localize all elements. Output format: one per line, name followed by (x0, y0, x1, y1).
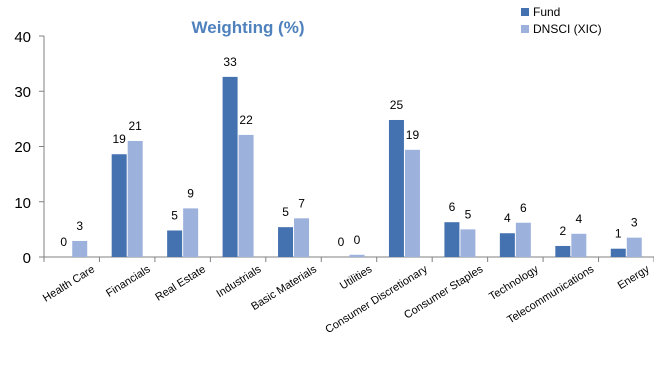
x-category-label: Utilities (338, 263, 375, 292)
fund-data-label: 4 (504, 211, 511, 225)
x-category-label: Financials (104, 263, 153, 300)
y-tick-label: 20 (14, 139, 31, 156)
dnsci-bar (571, 233, 587, 257)
chart-title: Weighting (%) (192, 18, 305, 37)
dnsci-bar (515, 222, 531, 257)
legend-label-dnsci: DNSCI (XIC) (533, 22, 602, 36)
fund-bar (444, 222, 460, 257)
dnsci-data-label: 4 (575, 212, 582, 226)
dnsci-bar (349, 254, 365, 257)
dnsci-bar (626, 237, 642, 257)
fund-data-label: 6 (449, 200, 456, 214)
fund-bar (278, 227, 294, 257)
dnsci-bar (460, 229, 476, 258)
x-category-label: Energy (616, 263, 652, 292)
x-axis-category-labels: Health Care Financials Real Estate Industri… (41, 263, 652, 336)
dnsci-bar (127, 140, 143, 257)
x-category-label: Real Estate (153, 263, 208, 303)
x-category-label: Consumer Discretionary (323, 263, 430, 336)
fund-data-label: 0 (60, 235, 67, 249)
fund-bar (388, 119, 404, 257)
dnsci-data-label: 5 (465, 207, 472, 221)
x-category-label: Industrials (215, 263, 264, 300)
dnsci-data-label: 3 (76, 219, 83, 233)
legend: Fund DNSCI (XIC) (521, 5, 602, 36)
fund-bar (111, 154, 127, 257)
legend-label-fund: Fund (533, 5, 560, 19)
fund-data-label: 0 (338, 235, 345, 249)
fund-bar (222, 76, 238, 257)
dnsci-data-label: 9 (187, 186, 194, 200)
dnsci-bar (404, 149, 420, 257)
y-tick-label: 40 (14, 29, 31, 46)
dnsci-bar (294, 218, 310, 257)
fund-data-label: 2 (559, 224, 566, 238)
dnsci-bar (72, 240, 88, 257)
dnsci-data-label: 6 (520, 201, 527, 215)
dnsci-bar (183, 208, 199, 257)
fund-bar (499, 233, 515, 257)
dnsci-data-label: 3 (631, 216, 638, 230)
y-axis-tick-labels: 0 10 20 30 40 (14, 29, 31, 267)
fund-data-label: 25 (390, 98, 404, 112)
fund-bar (555, 245, 571, 257)
dnsci-data-label: 19 (406, 128, 420, 142)
x-category-label: Technology (487, 263, 541, 303)
fund-bar (167, 230, 183, 257)
dnsci-data-label: 7 (298, 196, 305, 210)
fund-data-label: 33 (223, 55, 237, 69)
fund-data-label: 19 (113, 132, 127, 146)
fund-bar (610, 248, 626, 257)
x-category-label: Health Care (41, 263, 97, 304)
legend-swatch-fund (521, 8, 529, 16)
y-tick-label: 0 (23, 250, 31, 267)
dnsci-bar (238, 134, 254, 257)
y-tick-label: 30 (14, 84, 31, 101)
y-tick-label: 10 (14, 195, 31, 212)
fund-data-label: 5 (282, 205, 289, 219)
bars (72, 76, 642, 258)
dnsci-data-label: 22 (239, 113, 253, 127)
fund-data-label: 5 (171, 208, 178, 222)
axes (39, 35, 654, 262)
fund-data-label: 1 (615, 227, 622, 241)
dnsci-data-label: 0 (354, 233, 361, 247)
dnsci-data-label: 21 (129, 119, 143, 133)
legend-swatch-dnsci (521, 25, 529, 33)
